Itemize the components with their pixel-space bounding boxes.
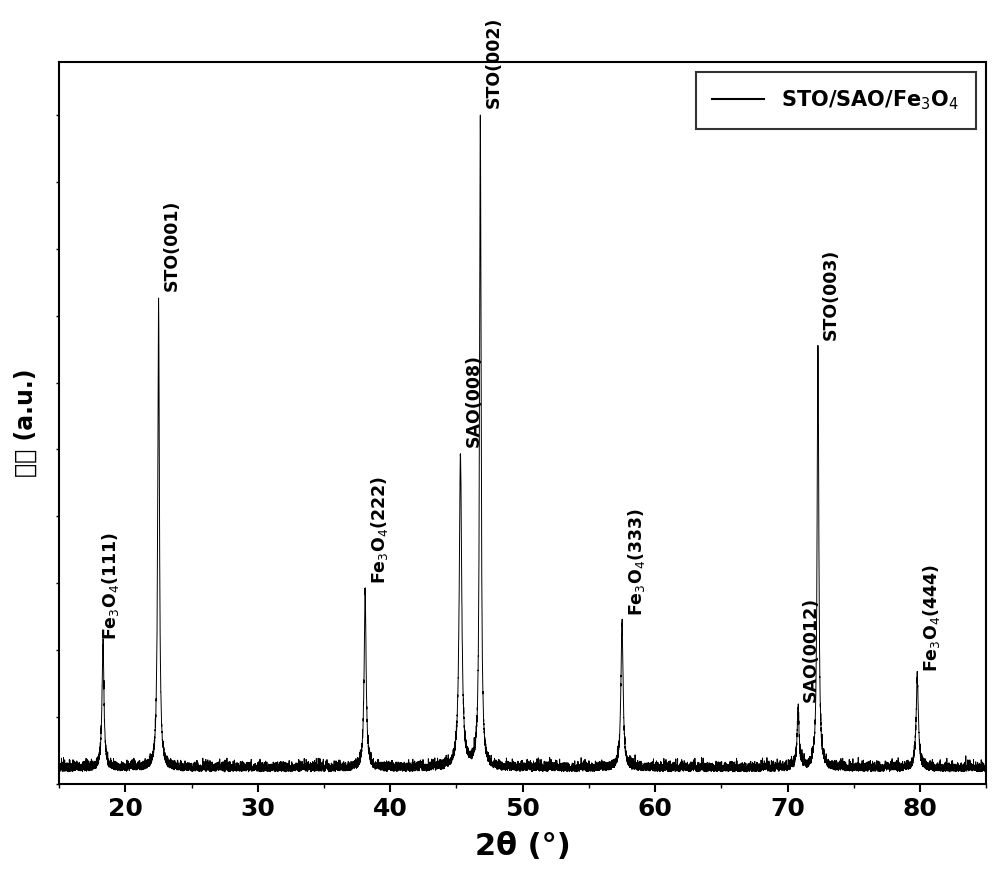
- Y-axis label: 强度 (a.u.): 强度 (a.u.): [14, 368, 38, 477]
- Text: STO(003): STO(003): [822, 248, 840, 340]
- X-axis label: 2θ (°): 2θ (°): [475, 832, 571, 861]
- Text: STO(001): STO(001): [163, 200, 181, 291]
- Text: Fe$_3$O$_4$(222): Fe$_3$O$_4$(222): [369, 476, 390, 584]
- Text: Fe$_3$O$_4$(444): Fe$_3$O$_4$(444): [921, 564, 942, 672]
- Text: Fe$_3$O$_4$(333): Fe$_3$O$_4$(333): [626, 508, 647, 616]
- Text: SAO(0012): SAO(0012): [802, 598, 820, 703]
- Text: SAO(008): SAO(008): [464, 354, 482, 447]
- Legend: STO/SAO/Fe$_3$O$_4$: STO/SAO/Fe$_3$O$_4$: [696, 72, 976, 129]
- Text: STO(002): STO(002): [484, 17, 502, 108]
- Text: Fe$_3$O$_4$(111): Fe$_3$O$_4$(111): [100, 532, 121, 640]
